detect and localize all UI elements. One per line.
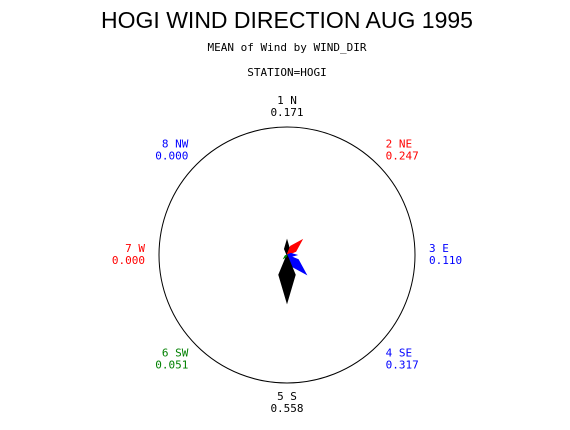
value-label: 0.110	[429, 254, 462, 267]
direction-label: 2 NE	[386, 137, 413, 150]
value-label: 0.317	[386, 359, 419, 372]
value-label: 0.247	[386, 149, 419, 162]
star-slice	[286, 238, 304, 256]
chart-title: HOGI WIND DIRECTION AUG 1995	[101, 7, 473, 33]
value-label: 0.558	[270, 402, 303, 415]
direction-label: 8 NW	[162, 137, 189, 150]
direction-label: 3 E	[429, 242, 449, 255]
star-slice	[282, 254, 288, 260]
direction-label: 1 N	[277, 94, 297, 107]
direction-label: 7 W	[125, 242, 145, 255]
value-label: 0.051	[155, 359, 188, 372]
direction-label: 6 SW	[162, 347, 189, 360]
direction-label: 4 SE	[386, 347, 413, 360]
group-label: STATION=HOGI	[247, 66, 326, 79]
value-label: 0.000	[155, 149, 188, 162]
chart-subtitle: MEAN of Wind by WIND_DIR	[208, 41, 367, 54]
direction-label: 5 S	[277, 390, 297, 403]
outline-circle	[158, 126, 416, 384]
value-label: 0.000	[112, 254, 145, 267]
star-slice	[278, 253, 296, 305]
value-label: 0.171	[270, 106, 303, 119]
